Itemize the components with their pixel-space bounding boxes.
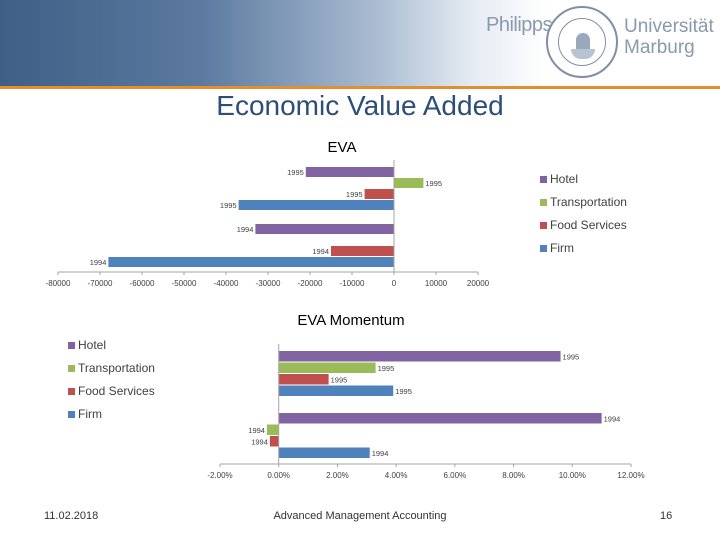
x-tick-label: -50000 <box>172 279 197 288</box>
bar-firm-1995 <box>238 200 394 210</box>
data-label-transportation-1995: 1995 <box>378 364 395 373</box>
seal-shield <box>571 49 595 59</box>
x-tick-label: -30000 <box>256 279 281 288</box>
university-logo-right-text: Universität Marburg <box>624 16 714 58</box>
bar-food-services-1995 <box>364 189 394 199</box>
x-tick-label: 6.00% <box>444 471 467 480</box>
university-seal-icon <box>546 6 618 78</box>
bar-hotel-1995 <box>305 167 394 177</box>
data-label-food-services-1994: 1994 <box>251 437 268 446</box>
data-label-hotel-1995: 1995 <box>287 168 304 177</box>
eva-momentum-chart: EVA Momentum 1995 1995 1995 1995 1994 1994 1994… <box>68 312 645 480</box>
data-label-food-services-1994: 1994 <box>312 247 329 256</box>
bar-food-services-1994 <box>269 436 279 447</box>
x-tick-label: -40000 <box>214 279 239 288</box>
footer-course: Advanced Management Accounting <box>273 510 447 522</box>
footer-date: 11.02.2018 <box>44 510 99 522</box>
legend-label-food-services: Food Services <box>550 218 627 232</box>
data-label-firm-1994: 1994 <box>90 258 107 267</box>
bar-hotel-1995 <box>278 351 561 362</box>
chart-title: EVA Momentum <box>297 312 404 329</box>
eva-chart: EVA 1995 1995 1995 1995 1994 1994 1994 -80000 -70… <box>46 139 627 288</box>
slide-title: Economic Value Added <box>216 90 504 121</box>
bar-firm-1994 <box>108 257 395 267</box>
data-label-firm-1995: 1995 <box>395 387 412 396</box>
x-tick-label: 4.00% <box>385 471 408 480</box>
legend-swatch-transportation <box>540 199 547 206</box>
seal-inner-ring <box>558 18 606 66</box>
data-label-food-services-1995: 1995 <box>346 190 363 199</box>
legend-swatch-firm <box>540 245 547 252</box>
x-tick-label: 2.00% <box>326 471 349 480</box>
bar-firm-1995 <box>278 385 394 396</box>
legend-label-transportation: Transportation <box>550 195 627 209</box>
x-tick-label: -20000 <box>298 279 323 288</box>
bar-transportation-1995 <box>278 362 376 373</box>
bar-transportation-1995 <box>394 178 424 188</box>
data-label-transportation-1994: 1994 <box>248 426 265 435</box>
bar-food-services-1994 <box>331 246 394 256</box>
x-tick-label: 12.00% <box>617 471 644 480</box>
x-tick-label: -60000 <box>130 279 155 288</box>
legend-swatch-food-services <box>68 388 75 395</box>
x-tick-label: 0 <box>392 279 397 288</box>
chart-title: EVA <box>328 139 357 156</box>
x-tick-label: 10000 <box>425 279 448 288</box>
x-tick-label: -10000 <box>340 279 365 288</box>
legend-swatch-hotel <box>68 342 75 349</box>
data-label-hotel-1995: 1995 <box>563 352 580 361</box>
bar-transportation-1994 <box>266 424 279 435</box>
bar-food-services-1995 <box>278 374 329 385</box>
legend-label-transportation: Transportation <box>78 361 155 375</box>
legend-label-food-services: Food Services <box>78 384 155 398</box>
x-tick-label: -70000 <box>88 279 113 288</box>
header-accent-rule <box>0 86 720 89</box>
bar-firm-1994 <box>278 447 370 458</box>
legend-swatch-firm <box>68 411 75 418</box>
x-tick-label: 20000 <box>467 279 490 288</box>
legend-swatch-hotel <box>540 176 547 183</box>
data-label-hotel-1994: 1994 <box>237 225 254 234</box>
legend-label-hotel: Hotel <box>550 172 578 186</box>
x-tick-label: -2.00% <box>207 471 232 480</box>
legend-swatch-food-services <box>540 222 547 229</box>
legend-swatch-transportation <box>68 365 75 372</box>
bar-hotel-1994 <box>278 413 602 424</box>
seal-figure <box>576 33 590 53</box>
data-label-firm-1995: 1995 <box>220 201 237 210</box>
legend-label-firm: Firm <box>78 407 102 421</box>
university-logo-left-text: Philipps <box>486 14 553 36</box>
x-tick-label: 10.00% <box>559 471 586 480</box>
x-tick-label: -80000 <box>46 279 71 288</box>
logo-right-line1: Universität <box>624 16 714 37</box>
bar-hotel-1994 <box>255 224 394 234</box>
footer-page-number: 16 <box>660 510 673 522</box>
data-label-food-services-1995: 1995 <box>331 375 348 384</box>
logo-right-line2: Marburg <box>624 37 695 58</box>
x-tick-label: 8.00% <box>502 471 525 480</box>
data-label-transportation-1995: 1995 <box>425 179 442 188</box>
x-tick-label: 0.00% <box>267 471 290 480</box>
data-label-hotel-1994: 1994 <box>604 414 621 423</box>
legend-label-hotel: Hotel <box>78 338 106 352</box>
data-label-firm-1994: 1994 <box>372 449 389 458</box>
legend-label-firm: Firm <box>550 241 574 255</box>
